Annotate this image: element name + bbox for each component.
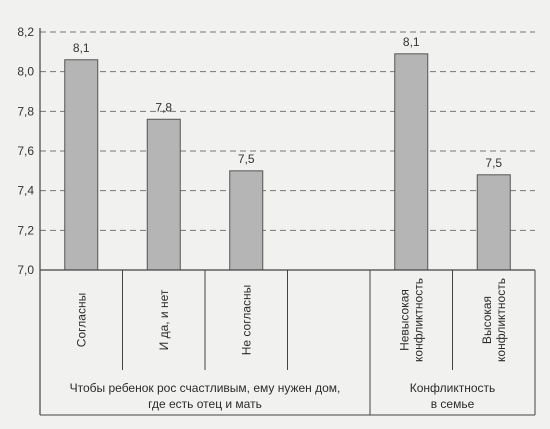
bar xyxy=(146,118,181,271)
category-label-line: И да, и нет xyxy=(157,289,171,350)
category-label-line: конфликтность xyxy=(494,278,508,362)
category-label: Невысокаяконфликтность xyxy=(397,278,425,362)
value-label: 7,8 xyxy=(155,100,172,114)
bars xyxy=(64,53,511,271)
category-label-line: конфликтность xyxy=(411,278,425,362)
bar xyxy=(394,53,429,271)
category-labels: Согласны И да, и нет Не согласны Невысокаяк… xyxy=(74,278,508,362)
value-label: 8,1 xyxy=(403,35,420,49)
category-label: И да, и нет xyxy=(157,289,171,350)
category-label: Не согласны xyxy=(239,285,253,356)
group-label-line: Конфликтность xyxy=(410,381,496,395)
y-tick-label: 8,2 xyxy=(17,25,34,39)
y-tick-label: 7,8 xyxy=(17,104,34,118)
group-label: Чтобы ребенок рос счастливым, ему нужен … xyxy=(70,381,341,411)
value-label: 7,5 xyxy=(485,156,502,170)
category-label-line: Согласны xyxy=(74,293,88,347)
grid-lines xyxy=(40,31,535,231)
y-tick-label: 7,0 xyxy=(17,263,34,277)
group-label-line: где есть отец и мать xyxy=(148,397,262,411)
y-axis-ticks: 7,0 7,2 7,4 7,6 7,8 8,0 8,2 xyxy=(17,25,34,277)
category-label-line: Не согласны xyxy=(239,285,253,356)
y-tick-label: 7,2 xyxy=(17,223,34,237)
y-tick-label: 7,6 xyxy=(17,144,34,158)
category-label: Высокаяконфликтность xyxy=(480,278,508,362)
category-label-line: Высокая xyxy=(480,296,494,344)
value-labels: 8,1 7,8 7,5 8,1 7,5 xyxy=(73,35,503,170)
category-label: Согласны xyxy=(74,293,88,347)
bar xyxy=(64,59,99,271)
bar xyxy=(229,170,264,271)
value-label: 7,5 xyxy=(238,152,255,166)
group-label-line: Чтобы ребенок рос счастливым, ему нужен … xyxy=(70,381,341,395)
y-tick-label: 8,0 xyxy=(17,65,34,79)
category-label-line: Невысокая xyxy=(397,289,411,351)
value-label: 8,1 xyxy=(73,41,90,55)
group-labels: Чтобы ребенок рос счастливым, ему нужен … xyxy=(70,381,496,411)
y-tick-label: 7,4 xyxy=(17,184,34,198)
category-table xyxy=(39,28,536,416)
group-label-line: в семье xyxy=(431,397,475,411)
group-label: Конфликтность в семье xyxy=(410,381,496,411)
bar xyxy=(476,174,511,271)
